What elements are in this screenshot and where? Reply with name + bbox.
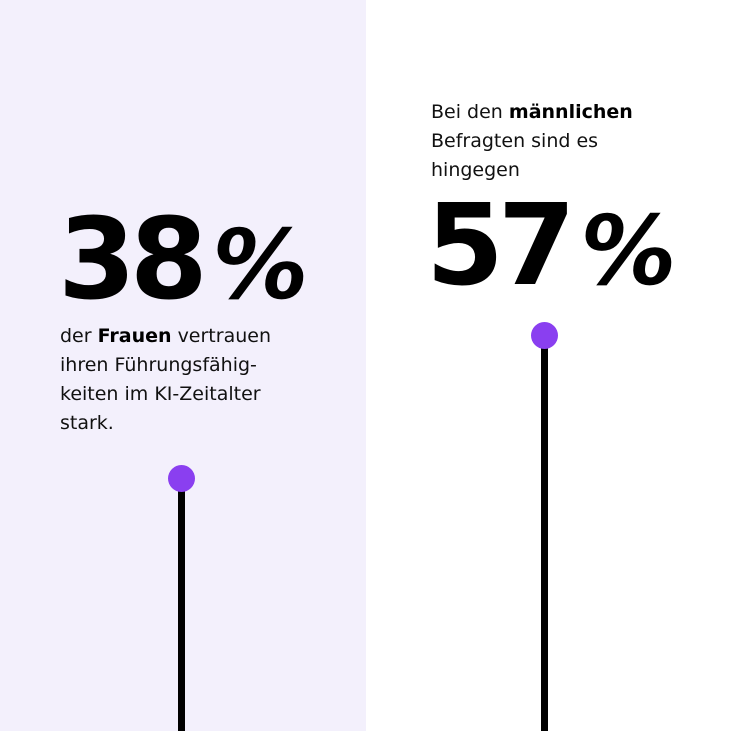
- women-caption: der Frauen vertrauen ihren Führungsfähig…: [60, 322, 320, 438]
- men-lollipop-dot: [531, 322, 558, 349]
- women-lollipop-dot: [168, 465, 195, 492]
- women-caption-bold: Frauen: [97, 325, 172, 347]
- women-caption-prefix: der: [60, 325, 92, 347]
- men-intro-bold: männlichen: [508, 101, 633, 123]
- men-intro-line-1: Bei den männlichen: [431, 98, 691, 127]
- men-intro-line-2: Befragten sind es: [431, 130, 599, 152]
- men-percentage: 57%: [426, 190, 684, 307]
- women-percentage: 38%: [58, 204, 316, 321]
- women-panel: 38% der Frauen vertrauen ihren Führungsf…: [0, 0, 366, 731]
- women-caption-rest: vertrauen: [177, 325, 271, 347]
- women-lollipop-stem: [178, 479, 185, 731]
- men-lollipop-stem: [541, 337, 548, 731]
- women-percent-sign: %: [203, 209, 316, 321]
- women-caption-line-4: stark.: [60, 412, 114, 434]
- men-intro-line-3: hingegen: [431, 159, 520, 181]
- women-caption-line-3: keiten im KI-Zeitalter: [60, 383, 261, 405]
- men-panel: [366, 0, 730, 731]
- men-percentage-value: 57: [426, 181, 576, 311]
- men-intro-prefix: Bei den: [431, 101, 503, 123]
- women-percentage-value: 38: [58, 195, 208, 325]
- men-intro: Bei den männlichen Befragten sind es hin…: [431, 98, 691, 185]
- men-percent-sign: %: [571, 195, 684, 307]
- women-caption-line-2: ihren Führungsfähig-: [60, 354, 257, 376]
- women-caption-line-1: der Frauen vertrauen: [60, 322, 320, 351]
